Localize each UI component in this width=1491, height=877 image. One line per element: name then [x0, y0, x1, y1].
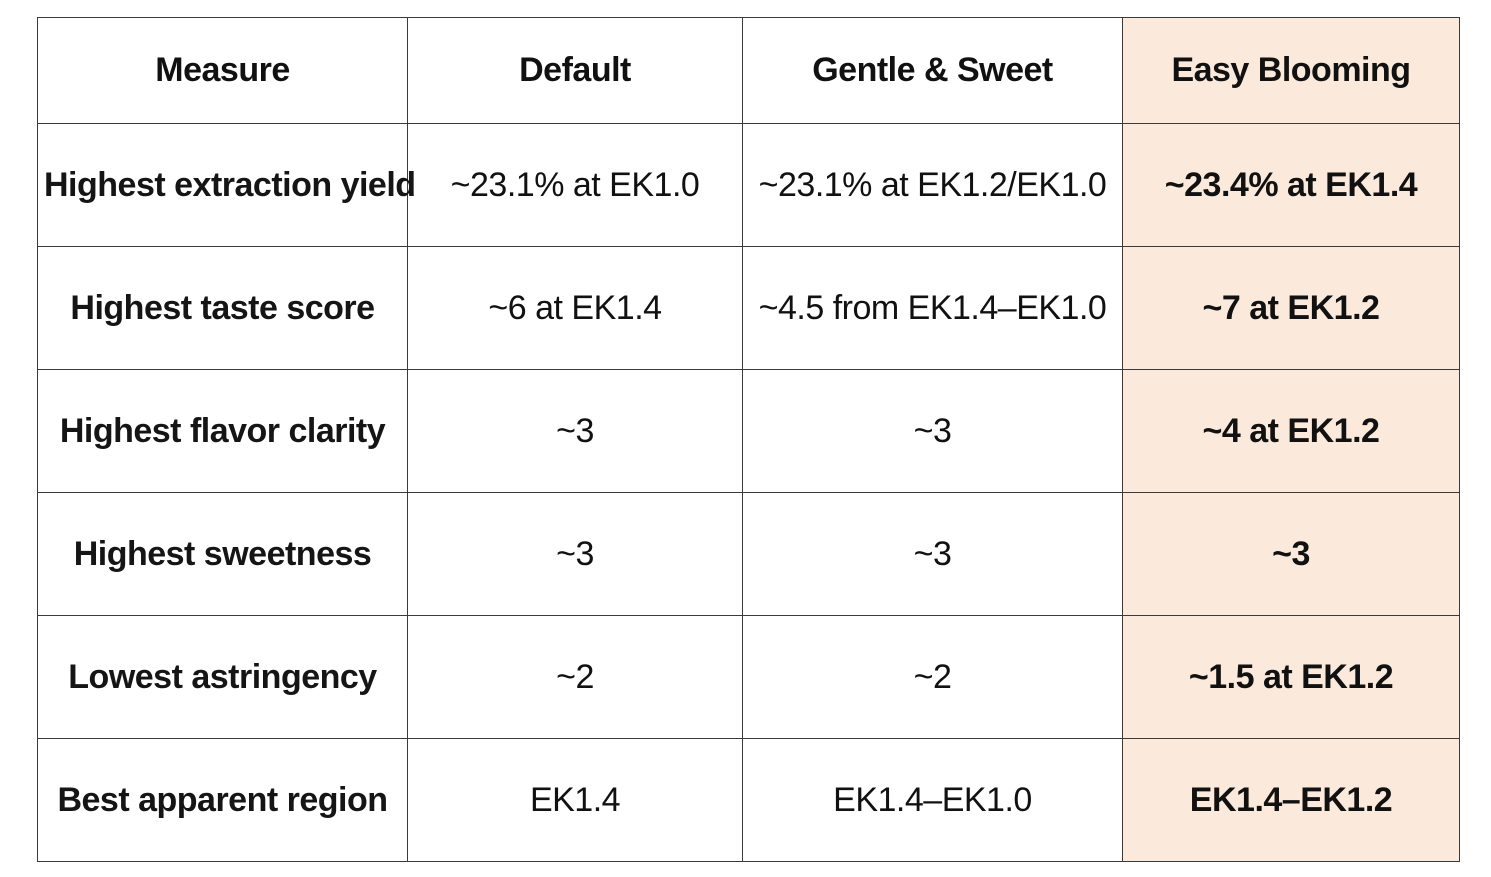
header-easy-blooming: Easy Blooming [1122, 17, 1460, 124]
easy-blooming-cell: ~7 at EK1.2 [1122, 246, 1460, 370]
table-header-row: Measure Default Gentle & Sweet Easy Bloo… [37, 17, 1460, 124]
gentle-sweet-cell: ~2 [742, 615, 1123, 739]
default-cell: ~3 [407, 492, 743, 616]
default-cell: EK1.4 [407, 738, 743, 862]
easy-blooming-cell: ~4 at EK1.2 [1122, 369, 1460, 493]
easy-blooming-cell: ~23.4% at EK1.4 [1122, 123, 1460, 247]
easy-blooming-cell: EK1.4–EK1.2 [1122, 738, 1460, 862]
default-cell: ~2 [407, 615, 743, 739]
easy-blooming-cell: ~3 [1122, 492, 1460, 616]
header-gentle-sweet: Gentle & Sweet [742, 17, 1123, 124]
default-cell: ~3 [407, 369, 743, 493]
easy-blooming-cell: ~1.5 at EK1.2 [1122, 615, 1460, 739]
header-measure: Measure [37, 17, 408, 124]
table-row: Lowest astringency ~2 ~2 ~1.5 at EK1.2 [37, 615, 1460, 739]
comparison-table: Measure Default Gentle & Sweet Easy Bloo… [37, 17, 1460, 862]
table-row: Highest extraction yield ~23.1% at EK1.0… [37, 123, 1460, 247]
gentle-sweet-cell: EK1.4–EK1.0 [742, 738, 1123, 862]
measure-cell: Highest taste score [37, 246, 408, 370]
gentle-sweet-cell: ~3 [742, 369, 1123, 493]
measure-cell: Highest sweetness [37, 492, 408, 616]
comparison-table-container: Measure Default Gentle & Sweet Easy Bloo… [37, 17, 1460, 862]
table-row: Highest flavor clarity ~3 ~3 ~4 at EK1.2 [37, 369, 1460, 493]
default-cell: ~6 at EK1.4 [407, 246, 743, 370]
measure-cell: Lowest astringency [37, 615, 408, 739]
gentle-sweet-cell: ~4.5 from EK1.4–EK1.0 [742, 246, 1123, 370]
measure-cell: Best apparent region [37, 738, 408, 862]
default-cell: ~23.1% at EK1.0 [407, 123, 743, 247]
header-default: Default [407, 17, 743, 124]
table-row: Highest sweetness ~3 ~3 ~3 [37, 492, 1460, 616]
table-row: Best apparent region EK1.4 EK1.4–EK1.0 E… [37, 738, 1460, 862]
gentle-sweet-cell: ~23.1% at EK1.2/EK1.0 [742, 123, 1123, 247]
table-row: Highest taste score ~6 at EK1.4 ~4.5 fro… [37, 246, 1460, 370]
gentle-sweet-cell: ~3 [742, 492, 1123, 616]
measure-cell: Highest extraction yield [37, 123, 416, 247]
measure-cell: Highest flavor clarity [37, 369, 408, 493]
